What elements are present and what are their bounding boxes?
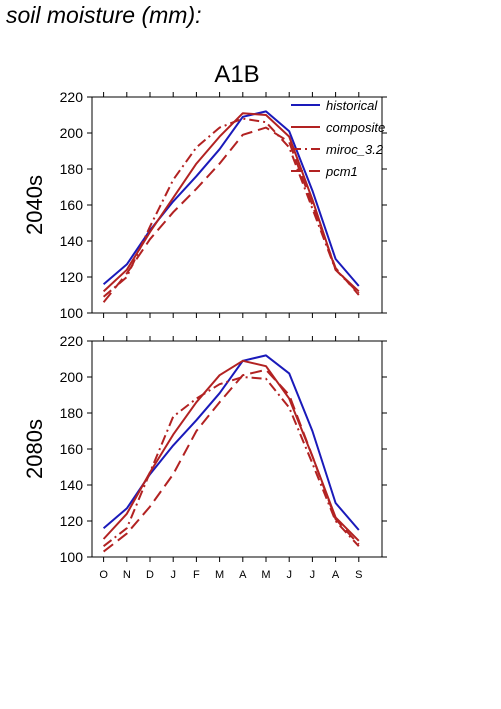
chart-panels: 100 120 140 160 180 200 220 2040s historical comp… (22, 89, 387, 581)
y-tick-label: 120 (60, 269, 84, 285)
legend-label: composite (326, 120, 385, 135)
series-line-composite (102, 112, 360, 293)
x-tick-label: D (146, 569, 154, 581)
x-tick-label: J (170, 569, 176, 581)
series-line-pcm1 (102, 126, 360, 303)
y-tick-label: 140 (60, 233, 84, 249)
panel-ylabel: 2080s (22, 419, 47, 479)
series-line-miroc-3-2 (102, 117, 360, 298)
panel-1: 100 120 140 160 180 200 220 2040s historical comp… (22, 89, 387, 321)
x-tick-label: S (355, 569, 362, 581)
x-tick-label: M (261, 569, 270, 581)
x-tick-label: O (99, 569, 108, 581)
x-tick-label: A (239, 569, 247, 581)
y-tick-label: 180 (60, 405, 84, 421)
y-tick-label: 200 (60, 369, 84, 385)
page-title: soil moisture (mm): (6, 2, 202, 28)
x-tick-label: A (332, 569, 340, 581)
legend: historical composite miroc_3.2 pcm1 (291, 98, 385, 179)
y-tick-label: 220 (60, 89, 84, 105)
y-tick-label: 220 (60, 333, 84, 349)
series-line-historical (102, 354, 360, 531)
panel-2: 100 120 140 160 180 200 220 O N D J F M A M J J A S 2080s (22, 333, 387, 581)
chart-title: A1B (214, 61, 259, 88)
series-line-miroc-3-2 (102, 376, 360, 547)
y-tick-label: 100 (60, 305, 84, 321)
panel-ylabel: 2040s (22, 175, 47, 235)
legend-label: miroc_3.2 (326, 142, 384, 157)
y-tick-label: 160 (60, 441, 84, 457)
x-tick-label: J (286, 569, 292, 581)
y-tick-label: 120 (60, 513, 84, 529)
x-tick-label: F (193, 569, 200, 581)
y-tick-label: 200 (60, 125, 84, 141)
y-tick-label: 160 (60, 197, 84, 213)
x-tick-label: M (215, 569, 224, 581)
legend-label: historical (326, 98, 378, 113)
y-tick-label: 180 (60, 161, 84, 177)
x-tick-label: N (123, 569, 131, 581)
x-tick-label: J (310, 569, 316, 581)
series-line-historical (102, 110, 360, 287)
y-tick-label: 100 (60, 549, 84, 565)
y-tick-label: 140 (60, 477, 84, 493)
legend-label: pcm1 (325, 164, 358, 179)
series-line-pcm1 (102, 368, 360, 553)
